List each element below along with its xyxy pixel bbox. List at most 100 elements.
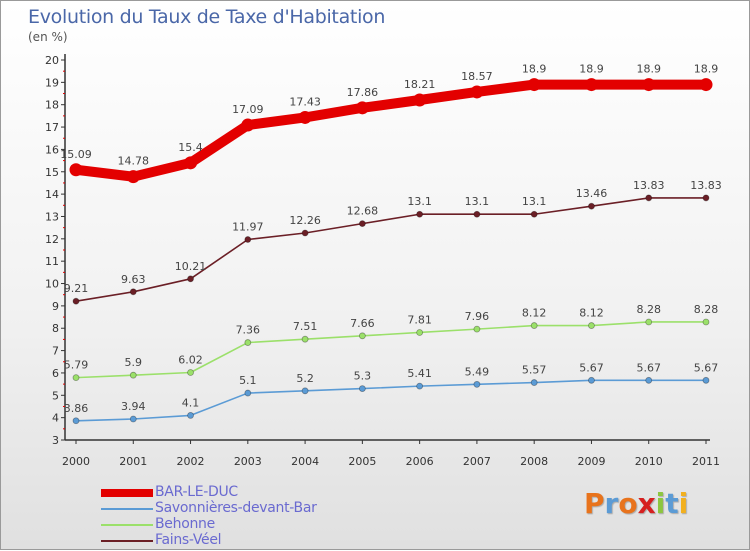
data-point (702, 376, 710, 384)
data-label: 13.83 (633, 179, 665, 192)
data-label: 4.1 (182, 396, 200, 409)
data-point (645, 318, 653, 326)
data-label: 5.67 (694, 361, 719, 374)
x-tick-label: 2006 (406, 455, 434, 468)
data-label: 5.49 (465, 365, 490, 378)
data-label: 5.9 (125, 356, 143, 369)
data-label: 13.1 (407, 195, 432, 208)
data-point (416, 210, 424, 218)
data-label: 18.21 (404, 78, 436, 91)
data-point (416, 329, 424, 336)
data-label: 8.12 (522, 307, 547, 320)
data-point (642, 78, 656, 92)
data-label: 7.51 (293, 320, 318, 333)
data-point (473, 380, 481, 388)
data-point (244, 339, 252, 346)
data-point (416, 382, 424, 390)
y-tick-label: 16 (45, 143, 59, 156)
data-label: 8.28 (694, 303, 719, 316)
data-point (129, 371, 137, 379)
proxiti-logo: Proxiti (584, 487, 688, 520)
data-point (244, 236, 252, 243)
data-label: 5.79 (64, 359, 89, 372)
data-label: 18.57 (461, 70, 493, 83)
data-point (129, 288, 137, 296)
legend-label: Behonne (155, 516, 215, 532)
y-tick-label: 6 (52, 367, 59, 380)
data-label: 9.21 (64, 282, 89, 295)
y-tick-label: 10 (45, 278, 59, 291)
y-tick-label: 9 (52, 300, 59, 313)
data-label: 10.21 (175, 260, 207, 273)
data-point (645, 194, 653, 202)
data-label: 8.12 (579, 307, 604, 320)
data-point (301, 229, 309, 237)
data-label: 3.86 (64, 402, 89, 415)
data-point (355, 101, 369, 115)
data-label: 11.97 (232, 220, 264, 233)
x-tick-label: 2000 (62, 455, 90, 468)
legend-swatch (101, 524, 153, 526)
x-tick-label: 2001 (119, 455, 147, 468)
data-point (530, 379, 538, 386)
y-tick-label: 20 (45, 54, 59, 67)
x-tick-label: 2010 (635, 455, 663, 468)
data-label: 17.09 (232, 103, 264, 116)
logo-letter: i (655, 487, 666, 520)
data-point (301, 387, 309, 395)
data-label: 14.78 (118, 155, 150, 168)
y-tick-label: 15 (45, 166, 59, 179)
legend-label: Fains-Véel (155, 532, 222, 548)
data-label: 5.3 (354, 370, 372, 383)
logo-letter: x (637, 487, 656, 520)
data-label: 7.36 (236, 324, 261, 337)
data-point (69, 163, 83, 177)
data-label: 7.66 (350, 317, 375, 330)
x-tick-label: 2003 (234, 455, 262, 468)
data-point (72, 417, 80, 425)
data-label: 13.46 (576, 187, 608, 200)
y-tick-label: 19 (45, 76, 59, 89)
data-label: 7.81 (407, 313, 432, 326)
data-label: 15.09 (60, 148, 92, 161)
chart-subtitle: (en %) (28, 30, 68, 44)
legend-swatch (101, 540, 153, 542)
data-label: 13.1 (522, 195, 547, 208)
logo-letter: t (665, 487, 679, 520)
data-point (129, 415, 137, 423)
y-tick-label: 12 (45, 233, 59, 246)
data-point (530, 210, 538, 218)
x-tick-label: 2009 (577, 455, 605, 468)
y-tick-label: 13 (45, 210, 59, 223)
data-label: 18.9 (636, 63, 661, 76)
data-label: 13.1 (465, 195, 490, 208)
data-point (702, 318, 710, 326)
logo-letter: i (678, 487, 689, 520)
y-tick-label: 5 (52, 389, 59, 402)
data-point (413, 93, 427, 107)
data-point (126, 170, 140, 184)
y-tick-label: 3 (52, 434, 59, 447)
data-point (699, 78, 713, 92)
chart-title: Evolution du Taux de Taxe d'Habitation (28, 6, 386, 28)
data-point (702, 194, 710, 202)
data-label: 8.28 (636, 303, 661, 316)
y-tick-label: 7 (52, 345, 59, 358)
data-label: 7.96 (465, 310, 490, 323)
data-point (358, 385, 366, 392)
series-line (75, 321, 707, 379)
data-label: 13.83 (690, 179, 722, 192)
data-label: 6.02 (178, 353, 203, 366)
data-label: 12.68 (347, 205, 379, 218)
data-point (527, 78, 541, 92)
data-label: 5.1 (239, 374, 257, 387)
data-point (473, 210, 481, 218)
y-tick-label: 14 (45, 188, 59, 201)
logo-letter: o (618, 487, 638, 520)
data-point (358, 332, 366, 340)
series-line (75, 379, 707, 422)
x-tick-label: 2004 (291, 455, 319, 468)
logo-letter: r (604, 487, 619, 520)
data-label: 18.9 (579, 63, 604, 76)
data-point (187, 275, 194, 283)
